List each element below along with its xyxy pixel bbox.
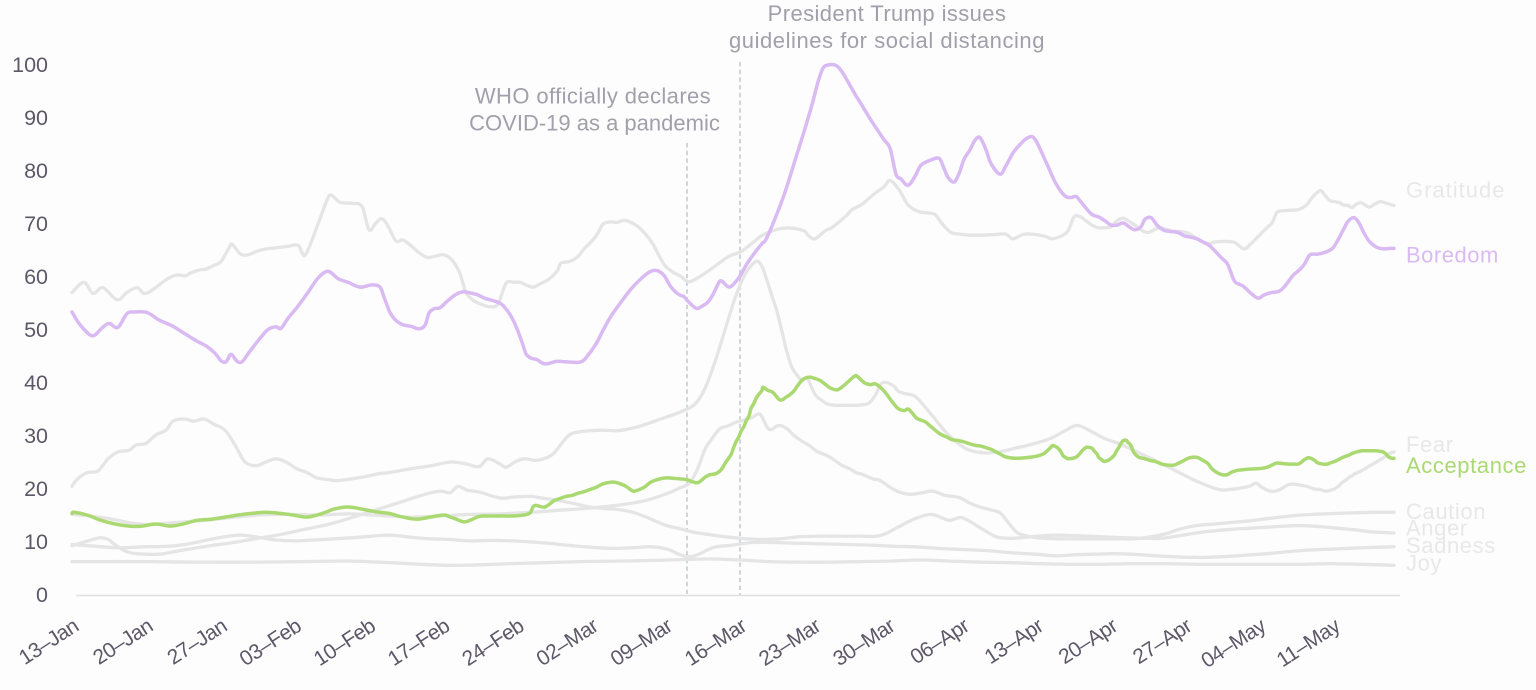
svg-text:70: 70 <box>24 212 48 236</box>
svg-text:Caution: Caution <box>1406 499 1486 524</box>
svg-text:WHO officially declares: WHO officially declares <box>475 84 711 109</box>
svg-text:guidelines for social distanci: guidelines for social distancing <box>729 28 1045 53</box>
svg-text:President Trump issues: President Trump issues <box>768 1 1007 26</box>
svg-text:100: 100 <box>12 53 48 77</box>
svg-text:0: 0 <box>36 583 48 607</box>
svg-text:40: 40 <box>24 371 48 395</box>
svg-text:Gratitude: Gratitude <box>1406 178 1506 203</box>
svg-text:Fear: Fear <box>1406 432 1454 457</box>
svg-text:Anger: Anger <box>1406 516 1468 541</box>
svg-text:50: 50 <box>24 318 48 342</box>
svg-text:Acceptance: Acceptance <box>1406 453 1527 478</box>
svg-text:Joy: Joy <box>1406 551 1442 576</box>
svg-text:10: 10 <box>24 530 48 554</box>
svg-text:90: 90 <box>24 106 48 130</box>
svg-text:80: 80 <box>24 159 48 183</box>
svg-text:20: 20 <box>24 477 48 501</box>
svg-text:COVID-19 as a pandemic: COVID-19 as a pandemic <box>469 111 720 136</box>
svg-text:Boredom: Boredom <box>1406 243 1499 268</box>
svg-text:60: 60 <box>24 265 48 289</box>
svg-text:30: 30 <box>24 424 48 448</box>
svg-text:Sadness: Sadness <box>1406 533 1496 558</box>
